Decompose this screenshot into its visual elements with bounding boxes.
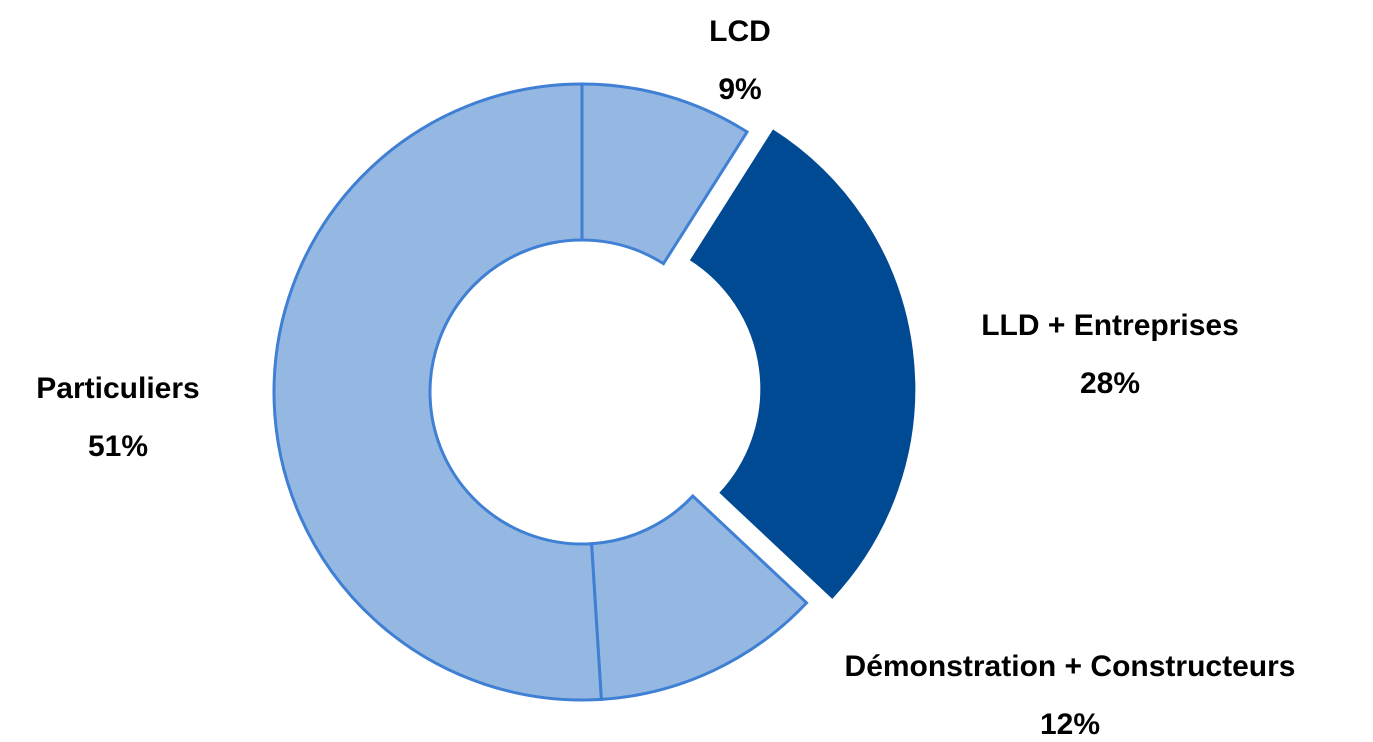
slice-value-label: 12% <box>1040 708 1100 741</box>
donut-slice <box>580 82 750 266</box>
slice-label: Démonstration + Constructeurs <box>845 650 1296 683</box>
donut-slice <box>272 82 603 702</box>
slice-value-label: 9% <box>718 73 761 106</box>
donut-slice <box>688 127 917 601</box>
slice-value-label: 51% <box>88 430 148 463</box>
slice-label: LLD + Entreprises <box>981 309 1239 342</box>
slice-label: Particuliers <box>36 372 199 405</box>
slice-value-label: 28% <box>1080 367 1140 400</box>
slice-label: LCD <box>709 15 771 48</box>
